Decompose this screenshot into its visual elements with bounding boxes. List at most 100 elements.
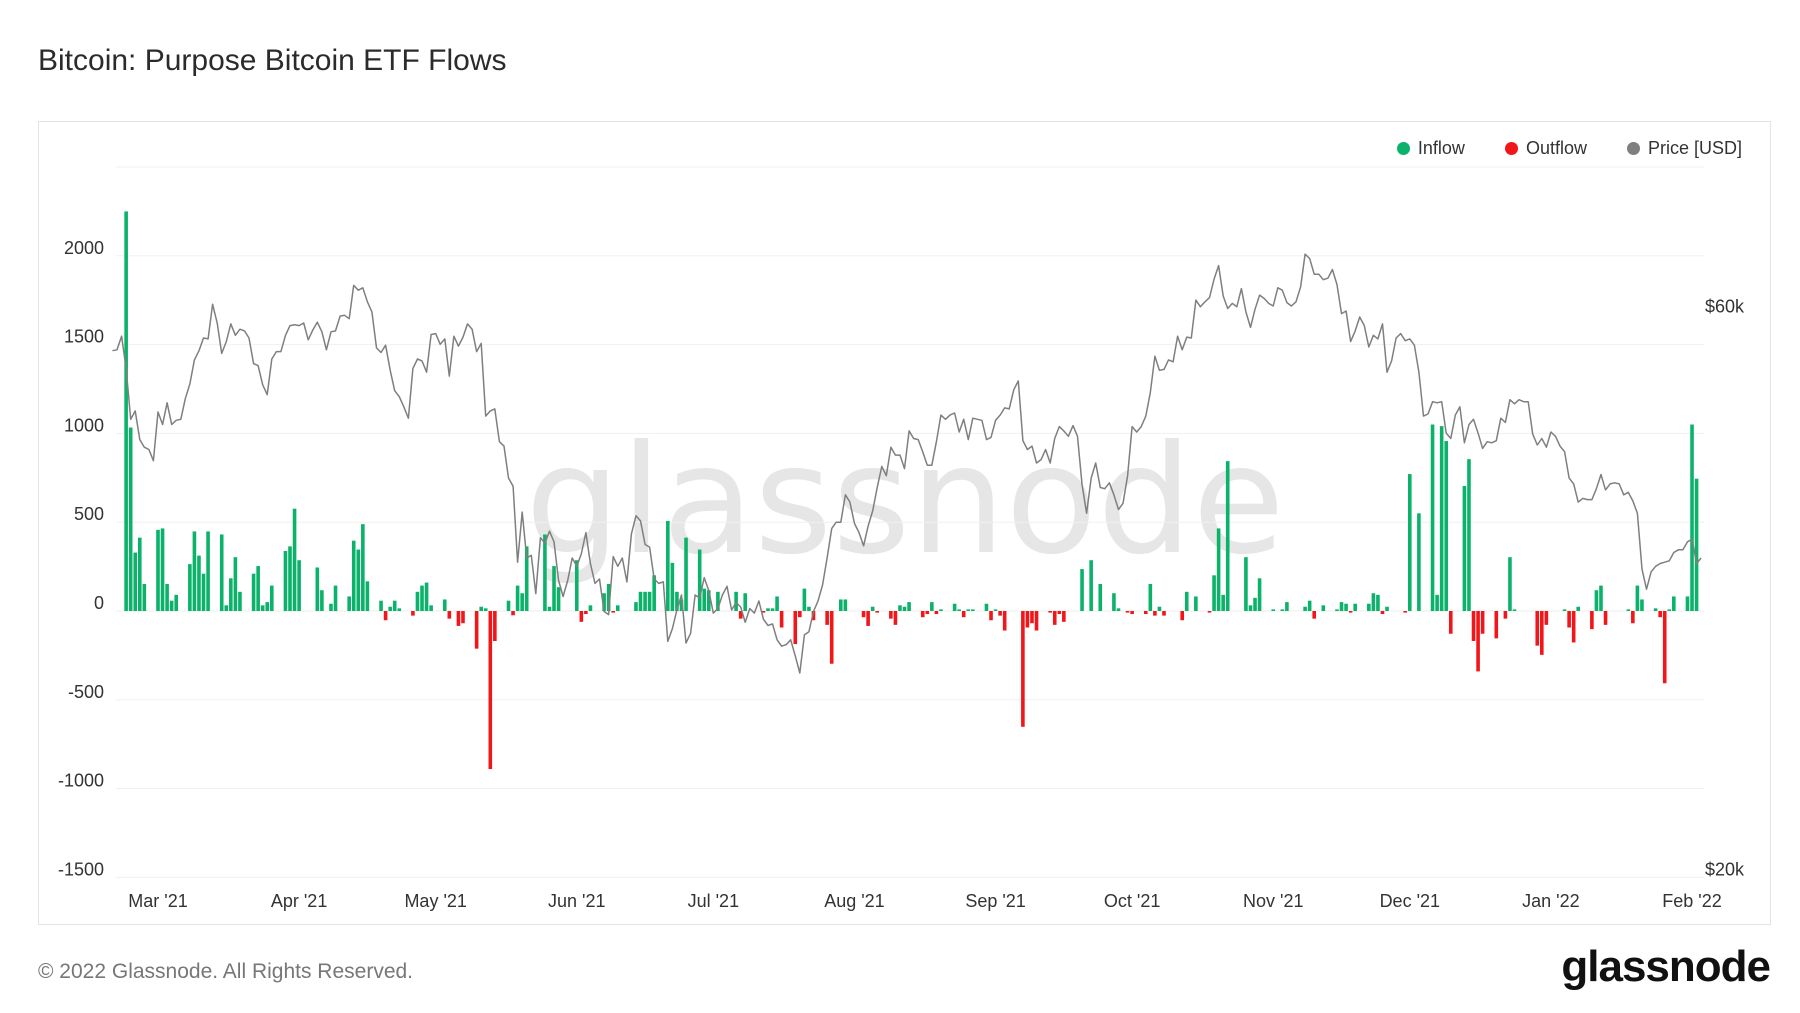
inflow-bar — [1098, 584, 1103, 611]
inflow-bar — [1285, 602, 1289, 611]
inflow-bar — [174, 594, 179, 611]
inflow-bar — [1694, 478, 1699, 611]
inflow-bar — [128, 427, 133, 611]
y2-tick-label: $60k — [1705, 296, 1745, 316]
inflow-bar — [971, 609, 975, 611]
outflow-bar — [1312, 611, 1317, 619]
inflow-bar — [379, 600, 383, 611]
inflow-bar — [843, 599, 848, 611]
x-tick-label: Dec '21 — [1380, 891, 1440, 911]
outflow-bar — [1503, 611, 1508, 619]
inflow-bar — [429, 605, 433, 611]
inflow-bar — [169, 600, 174, 611]
inflow-bar — [283, 550, 288, 611]
outflow-bar — [1631, 611, 1635, 624]
outflow-bar — [889, 611, 893, 619]
inflow-bar — [930, 602, 934, 611]
inflow-bar — [1344, 603, 1348, 611]
outflow-bar — [584, 611, 588, 615]
outflow-bar — [1207, 611, 1212, 613]
inflow-bar — [142, 584, 147, 611]
inflow-bar — [206, 531, 210, 611]
x-tick-label: May '21 — [404, 891, 466, 911]
x-tick-label: Jun '21 — [548, 891, 605, 911]
outflow-bar — [1153, 611, 1157, 616]
inflow-bar — [807, 606, 811, 611]
inflow-bar — [201, 573, 206, 611]
outflow-bar — [866, 611, 870, 626]
inflow-bar — [329, 603, 333, 611]
inflow-bar — [156, 529, 160, 611]
inflow-bar — [233, 557, 238, 611]
outflow-bar — [1658, 611, 1662, 618]
inflow-bar — [415, 591, 420, 611]
chart-frame — [38, 121, 1771, 925]
outflow-bar — [925, 611, 930, 615]
outflow-bar — [1052, 611, 1057, 625]
chart-title: Bitcoin: Purpose Bitcoin ETF Flows — [38, 44, 507, 77]
inflow-bar — [634, 602, 638, 611]
inflow-bar — [1635, 585, 1640, 611]
outflow-dot-icon — [1504, 142, 1518, 155]
x-tick-label: Nov '21 — [1243, 891, 1303, 911]
inflow-bar — [1508, 557, 1512, 611]
inflow-bar — [702, 588, 707, 611]
inflow-bar — [766, 608, 770, 611]
inflow-bar — [984, 603, 989, 611]
inflow-bar — [734, 591, 738, 611]
inflow-bar — [361, 524, 365, 611]
inflow-bar — [1690, 424, 1694, 611]
inflow-bar — [1216, 528, 1221, 611]
outflow-bar — [1030, 611, 1034, 624]
copyright: © 2022 Glassnode. All Rights Reserved. — [38, 960, 414, 983]
inflow-bar — [602, 593, 606, 611]
outflow-bar — [1130, 611, 1134, 615]
outflow-bar — [493, 611, 497, 642]
inflow-bar — [1439, 426, 1444, 611]
outflow-bar — [1540, 611, 1544, 655]
outflow-bar — [447, 611, 452, 619]
outflow-bar — [893, 611, 898, 625]
inflow-bar — [1112, 593, 1116, 611]
inflow-bar — [1376, 594, 1380, 611]
legend: Inflow Outflow Price [USD] — [1396, 138, 1742, 159]
legend-item-inflow[interactable]: Inflow — [1396, 138, 1465, 159]
inflow-bar — [666, 520, 670, 611]
inflow-bar — [552, 566, 556, 611]
inflow-bar — [297, 560, 301, 611]
legend-item-price[interactable]: Price [USD] — [1626, 138, 1742, 159]
legend-item-outflow[interactable]: Outflow — [1504, 138, 1587, 159]
inflow-bar — [520, 593, 524, 611]
outflow-bar — [1590, 611, 1594, 630]
inflow-bar — [898, 605, 902, 611]
inflow-bar — [1248, 605, 1253, 611]
inflow-bar — [1367, 603, 1371, 611]
inflow-bar — [1157, 606, 1162, 611]
outflow-bar — [1476, 611, 1480, 672]
inflow-bar — [993, 609, 998, 611]
x-tick-label: Feb '22 — [1662, 891, 1721, 911]
inflow-bar — [1444, 441, 1449, 611]
x-tick-label: Aug '21 — [824, 891, 885, 911]
inflow-bar — [192, 531, 197, 611]
outflow-bar — [1471, 611, 1476, 642]
inflow-bar — [556, 587, 561, 611]
inflow-bar — [652, 575, 656, 611]
inflow-bar — [351, 540, 356, 611]
outflow-bar — [1603, 611, 1608, 625]
inflow-bar — [1576, 606, 1581, 611]
inflow-bar — [647, 591, 652, 611]
inflow-bar — [679, 599, 684, 611]
inflow-bar — [265, 602, 270, 611]
inflow-bar — [615, 605, 620, 611]
inflow-bar — [1435, 594, 1439, 611]
inflow-bar — [320, 590, 324, 611]
outflow-bar — [1002, 611, 1007, 631]
inflow-bar — [1467, 459, 1471, 611]
outflow-bar — [961, 611, 966, 618]
inflow-bar — [506, 600, 511, 611]
inflow-bar — [1562, 609, 1567, 611]
outflow-bar — [511, 611, 515, 616]
inflow-bar — [1080, 569, 1084, 611]
